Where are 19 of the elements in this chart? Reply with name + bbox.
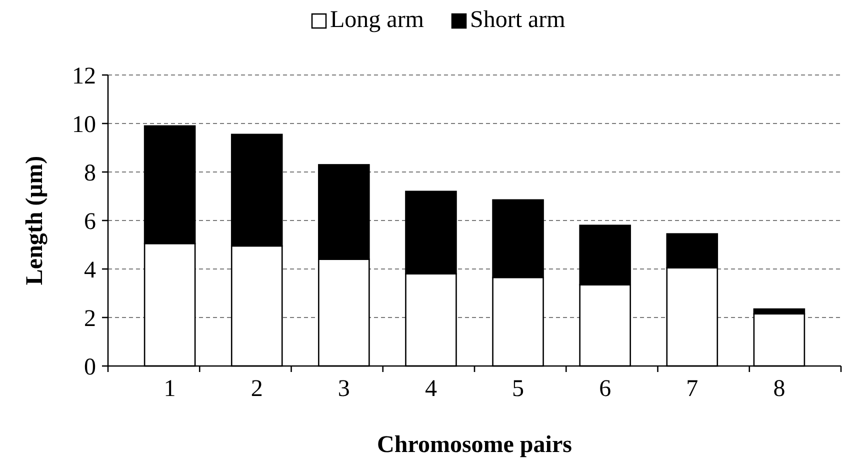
y-tick-label: 10 bbox=[72, 112, 96, 138]
y-tick-label: 0 bbox=[84, 354, 96, 380]
x-tick-label: 6 bbox=[599, 376, 612, 402]
x-tick-label: 7 bbox=[686, 376, 698, 402]
y-tick-label: 8 bbox=[84, 160, 96, 186]
x-axis-title: Chromosome pairs bbox=[377, 432, 572, 458]
y-tick-label: 12 bbox=[72, 63, 96, 90]
x-tick-label: 1 bbox=[164, 376, 176, 402]
x-tick-label: 3 bbox=[338, 376, 350, 402]
legend-label: Long arm bbox=[330, 7, 424, 33]
x-tick-label: 2 bbox=[250, 376, 263, 402]
x-tick-label: 8 bbox=[773, 376, 786, 402]
x-tick-label: 4 bbox=[424, 376, 437, 402]
x-tick-label: 5 bbox=[512, 376, 524, 402]
y-tick-label: 4 bbox=[84, 257, 96, 284]
legend-label: Short arm bbox=[470, 7, 566, 33]
y-axis-title: Length (µm) bbox=[22, 156, 48, 286]
y-tick-label: 6 bbox=[84, 208, 96, 235]
y-tick-label: 2 bbox=[84, 306, 96, 332]
